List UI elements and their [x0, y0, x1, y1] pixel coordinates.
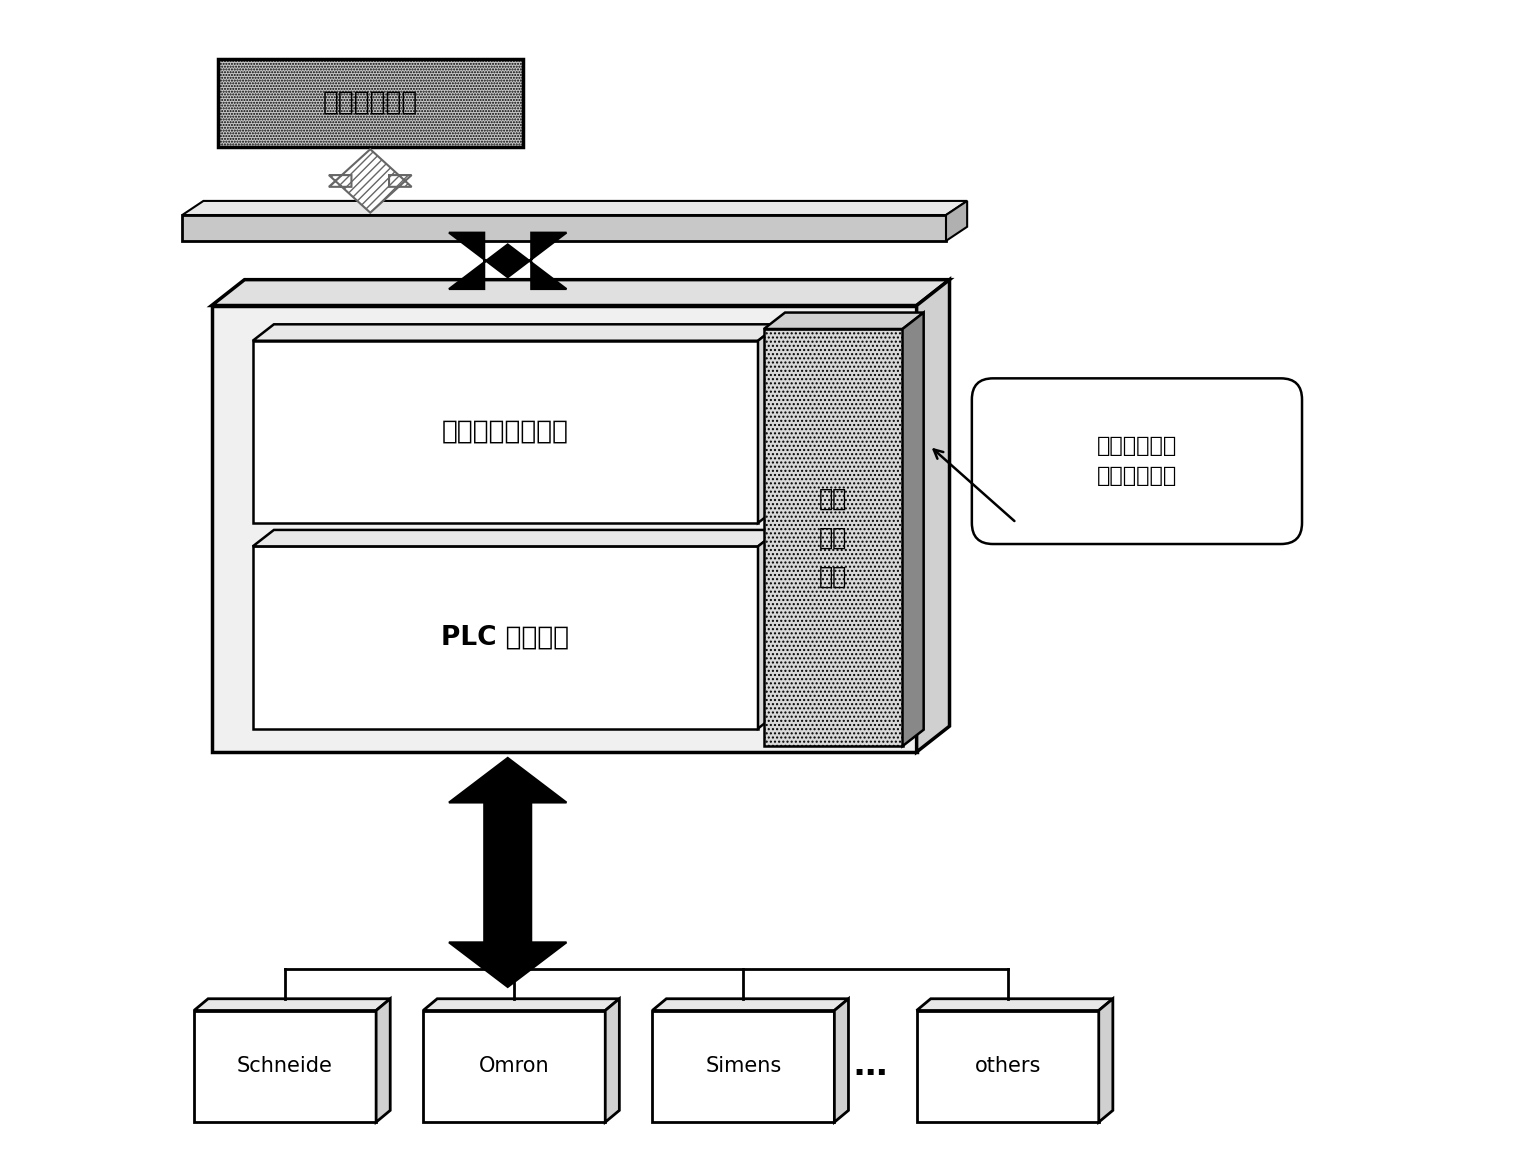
Text: 系统
配置
模块: 系统 配置 模块	[819, 486, 847, 589]
Bar	[217, 59, 523, 147]
Polygon shape	[253, 530, 779, 546]
Bar	[253, 341, 758, 523]
Text: others: others	[975, 1056, 1041, 1076]
Polygon shape	[758, 530, 779, 728]
Polygon shape	[652, 999, 849, 1010]
Polygon shape	[253, 324, 779, 341]
Polygon shape	[758, 324, 779, 523]
Bar	[764, 329, 902, 746]
Polygon shape	[917, 280, 949, 752]
Polygon shape	[917, 999, 1113, 1010]
Polygon shape	[194, 999, 390, 1010]
Polygon shape	[329, 149, 412, 213]
Polygon shape	[902, 313, 923, 746]
Text: 标准信息输出模块: 标准信息输出模块	[441, 418, 568, 445]
Text: Simens: Simens	[705, 1056, 781, 1076]
Text: …: …	[854, 1049, 887, 1082]
Bar	[253, 546, 758, 728]
Polygon shape	[946, 201, 967, 241]
Polygon shape	[182, 201, 967, 215]
Polygon shape	[764, 313, 923, 329]
FancyBboxPatch shape	[972, 378, 1302, 544]
Polygon shape	[1099, 999, 1113, 1122]
Bar	[194, 1010, 376, 1122]
Text: Schneide: Schneide	[236, 1056, 334, 1076]
Polygon shape	[212, 280, 949, 306]
Polygon shape	[605, 999, 620, 1122]
Bar	[423, 1010, 605, 1122]
Polygon shape	[834, 999, 849, 1122]
Text: 监控用计算机: 监控用计算机	[323, 89, 418, 116]
Polygon shape	[423, 999, 620, 1010]
Bar	[212, 306, 917, 752]
Polygon shape	[449, 758, 567, 987]
Text: PLC 通信模块: PLC 通信模块	[441, 624, 570, 651]
Bar	[182, 215, 946, 241]
Text: Omron: Omron	[479, 1056, 549, 1076]
Text: 嵌入式状态监
控信息适配器: 嵌入式状态监 控信息适配器	[1096, 436, 1176, 486]
Bar	[917, 1010, 1099, 1122]
Bar	[652, 1010, 834, 1122]
Polygon shape	[449, 233, 567, 289]
Polygon shape	[376, 999, 390, 1122]
